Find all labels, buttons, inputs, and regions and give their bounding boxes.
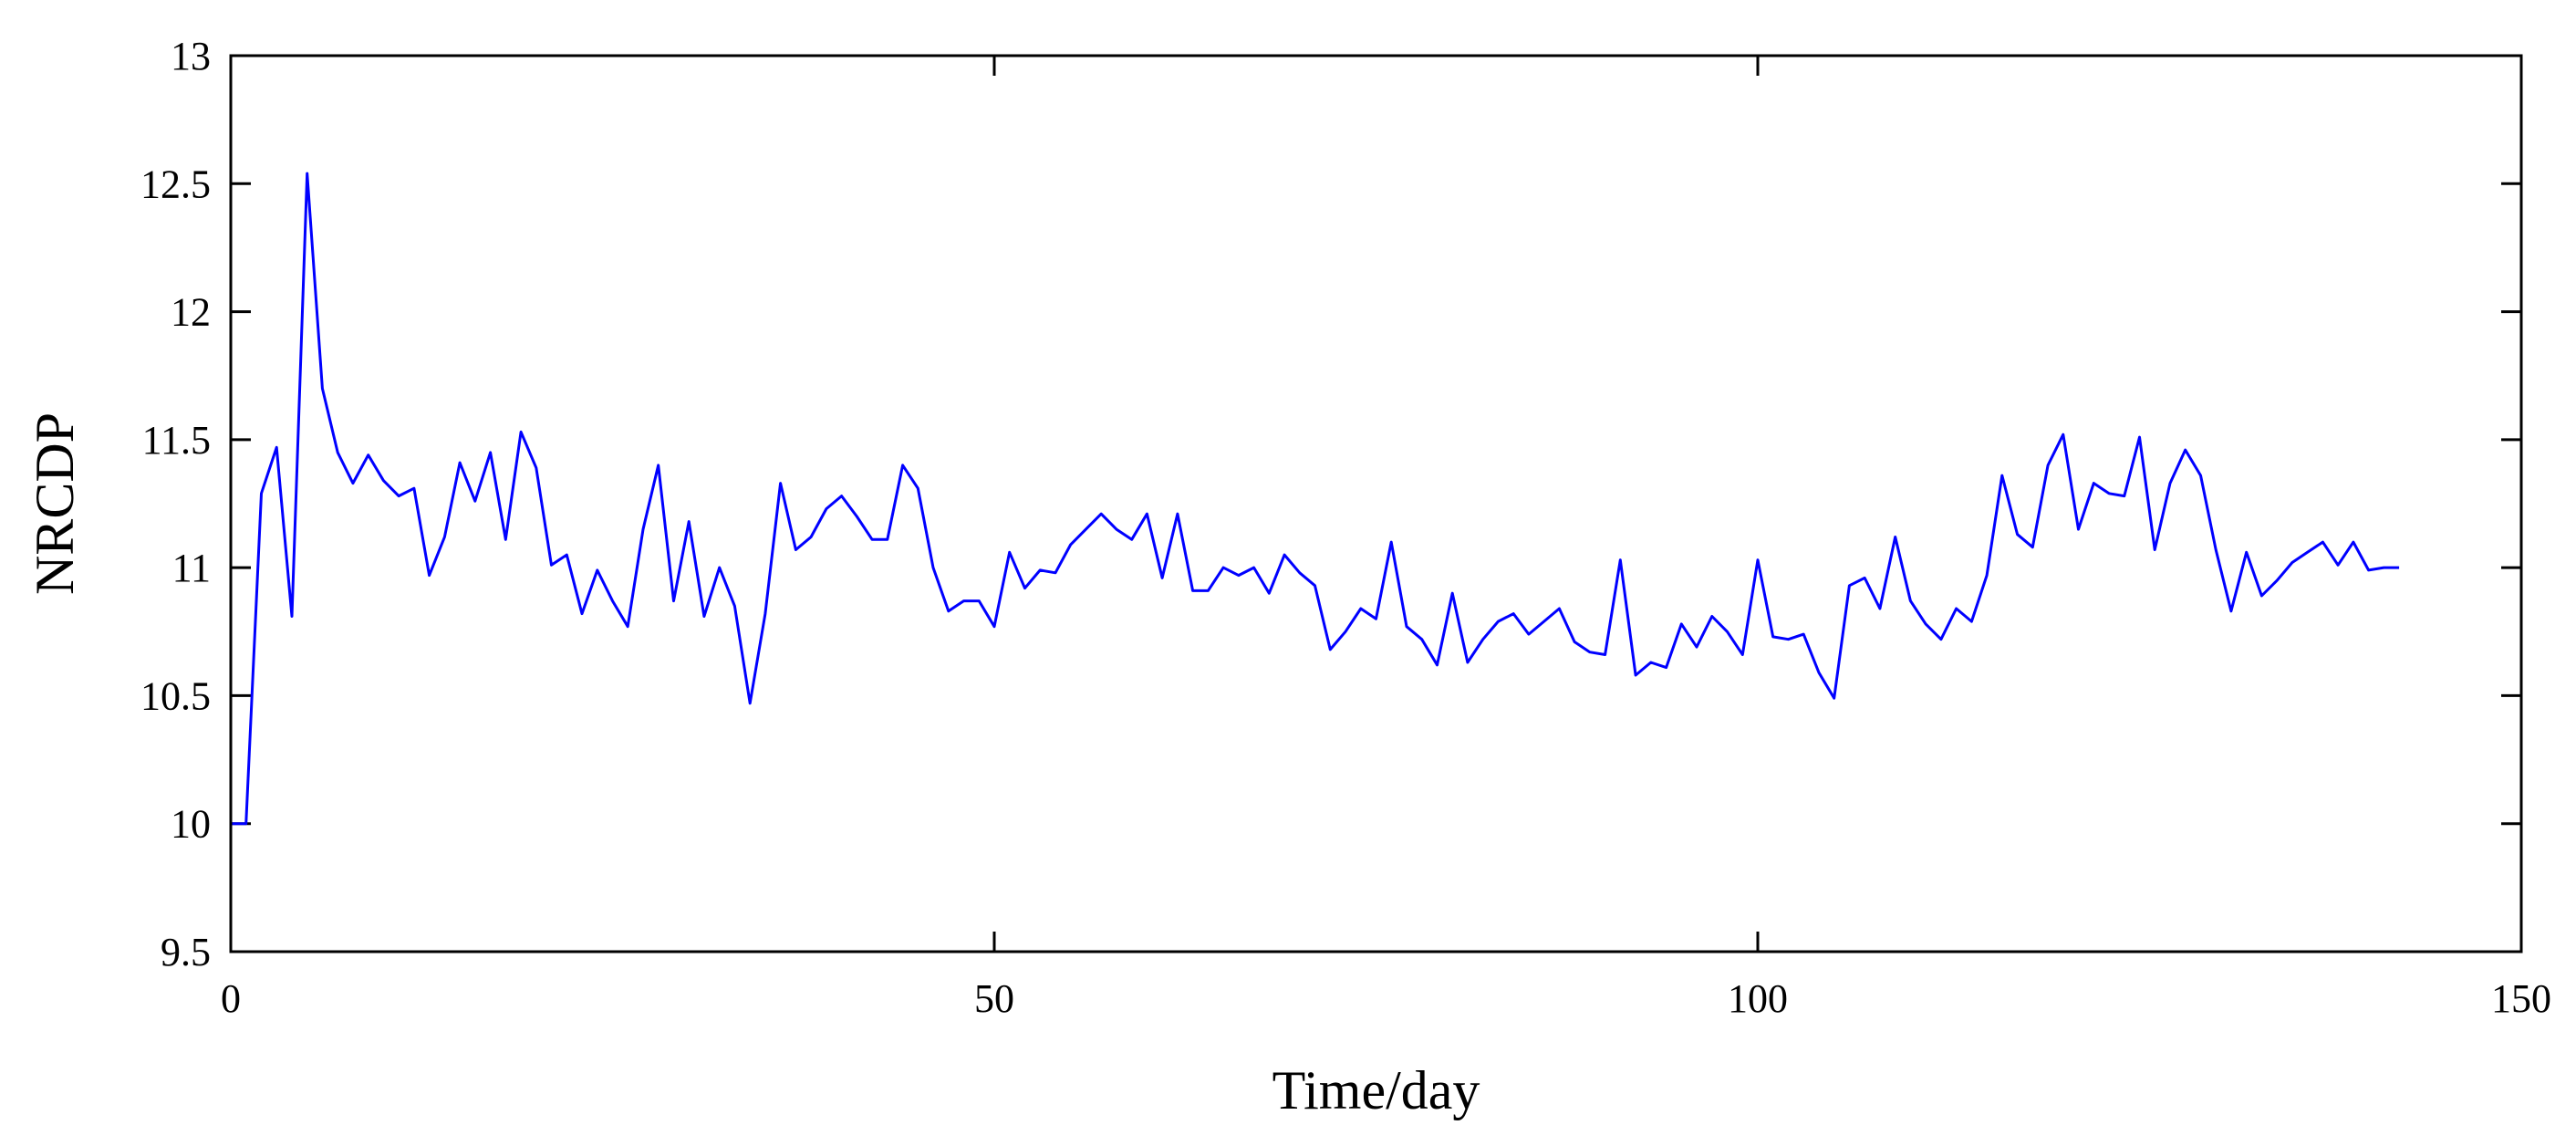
x-axis-label: Time/day — [1272, 1060, 1480, 1120]
y-tick-label: 12.5 — [140, 161, 211, 206]
series-line — [231, 172, 2400, 826]
y-tick-label: 10 — [171, 802, 211, 847]
x-tick-label: 50 — [974, 976, 1014, 1021]
y-tick-label: 11 — [172, 546, 211, 590]
y-tick-label: 13 — [171, 34, 211, 78]
y-axis-label: NRCDP — [25, 412, 85, 595]
tick-labels: 0 50 100 150 9.5 10 10.5 11 11.5 12 12.5 13 — [140, 34, 2551, 1021]
y-tick-label: 10.5 — [140, 673, 211, 718]
y-tick-label: 9.5 — [161, 930, 211, 974]
x-tick-label: 150 — [2491, 976, 2551, 1021]
y-tick-label: 12 — [171, 290, 211, 335]
y-tick-label: 11.5 — [142, 418, 211, 463]
plot-area-frame — [229, 54, 2523, 953]
x-tick-label: 0 — [221, 976, 241, 1021]
x-tick-label: 100 — [1728, 976, 1788, 1021]
